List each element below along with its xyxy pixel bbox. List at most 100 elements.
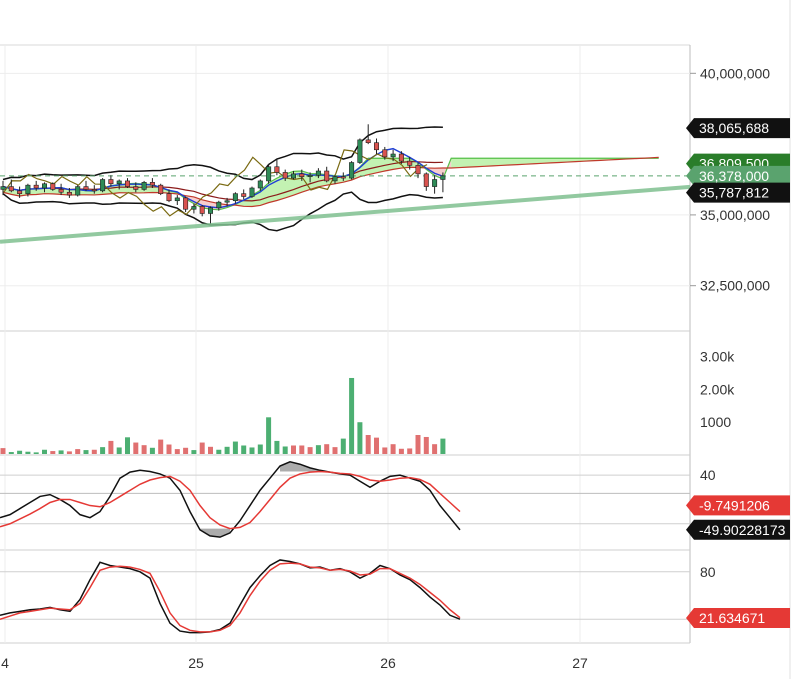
osc2-tag-bg xyxy=(686,607,790,628)
volume-bar xyxy=(199,442,205,454)
x-tick-label: 27 xyxy=(572,655,588,671)
osc2-tag-label: 21.634671 xyxy=(699,610,765,626)
candle-body xyxy=(274,166,280,173)
volume-bar xyxy=(407,448,413,454)
candle-body xyxy=(407,160,413,166)
candle-body xyxy=(66,191,72,196)
volume-bar xyxy=(108,440,114,454)
volume-bar xyxy=(133,442,139,454)
candles xyxy=(0,124,446,224)
axis-labels: 4 25 26 27 40,000,000 35,000,000 32,500,000 3.0… xyxy=(1,65,770,671)
candle-body xyxy=(324,170,330,182)
candle-body xyxy=(17,190,23,194)
price-tag-label: 36,378,000 xyxy=(699,168,769,184)
candle-body xyxy=(125,180,131,187)
candle-body xyxy=(282,172,288,179)
volume-bar xyxy=(390,444,396,454)
volume-bar xyxy=(332,447,338,454)
candle-body xyxy=(266,166,272,182)
candle-body xyxy=(382,149,388,158)
volume-bar xyxy=(149,447,155,454)
candle-body xyxy=(116,180,122,185)
volume-bar xyxy=(183,447,189,454)
volume-bar xyxy=(257,444,263,454)
osc1-tag-bg xyxy=(686,495,790,516)
osc2-signal-line xyxy=(0,562,461,633)
lagging-span xyxy=(3,149,428,217)
candle-body xyxy=(415,165,421,175)
volume-bar xyxy=(174,449,180,454)
candle-body xyxy=(224,200,230,203)
candle-body xyxy=(249,187,255,197)
volume-bar xyxy=(191,450,197,454)
volume-bar xyxy=(440,438,446,454)
price-tag-bg xyxy=(686,165,790,186)
volume-bar xyxy=(315,445,321,454)
osc1-tick-label: 40 xyxy=(700,467,716,483)
volume-bar xyxy=(324,444,330,454)
price-tag: 35,787,812 xyxy=(686,182,790,203)
candle-body xyxy=(307,174,313,177)
candle-body xyxy=(158,184,164,194)
volume-bar xyxy=(282,446,288,454)
volume-bar xyxy=(374,437,379,454)
candle-body xyxy=(166,193,172,202)
candle-body xyxy=(216,201,222,209)
volume-bar xyxy=(365,435,371,454)
price-tick-label: 35,000,000 xyxy=(700,207,770,223)
candle-body xyxy=(141,182,147,190)
candle-body xyxy=(183,197,189,210)
candle-body xyxy=(41,183,47,189)
price-tag: 36,378,000 xyxy=(686,165,790,186)
osc2-tag: 21.634671 xyxy=(686,607,790,628)
volume-bar xyxy=(0,448,6,454)
price-tick-label: 40,000,000 xyxy=(700,65,770,81)
candle-body xyxy=(149,182,155,186)
candle-body xyxy=(390,153,396,158)
volume-bar xyxy=(166,444,172,454)
volume-bar xyxy=(415,435,421,454)
osc1-main-line xyxy=(0,460,461,538)
candle-body xyxy=(199,206,205,214)
candle-body xyxy=(340,176,346,179)
volume-bar xyxy=(307,447,313,454)
volume-bar xyxy=(232,441,238,454)
candle-body xyxy=(8,186,14,192)
volume-bar xyxy=(158,439,164,454)
candle-body xyxy=(33,184,39,189)
price-tag-label: 35,787,812 xyxy=(699,185,769,201)
volume-bar xyxy=(266,417,272,454)
oscillator-2 xyxy=(0,559,461,634)
volume-bar xyxy=(241,445,247,454)
price-tag-bg xyxy=(686,182,790,203)
volume-bar xyxy=(357,422,363,454)
candle-body xyxy=(133,186,139,190)
candle-body xyxy=(241,193,247,197)
osc2-main-line xyxy=(0,559,461,634)
candle-body xyxy=(398,153,404,162)
candle-body xyxy=(232,193,238,202)
volume-bar xyxy=(249,447,255,454)
candle-body xyxy=(91,189,97,192)
volume-bar xyxy=(42,449,47,454)
candle-body xyxy=(0,186,6,190)
volume-tick-label: 2.00k xyxy=(700,381,735,397)
candle-body xyxy=(357,139,363,163)
candle-body xyxy=(440,175,446,180)
candle-body xyxy=(432,179,438,187)
candle-body xyxy=(50,183,56,190)
candle-body xyxy=(83,186,89,190)
osc1-tag-label: -9.7491206 xyxy=(699,497,770,513)
candle-body xyxy=(349,162,355,179)
osc1-signal-line xyxy=(0,470,461,530)
osc2-tick-label: 80 xyxy=(700,564,716,580)
volume-bar xyxy=(25,451,31,454)
candle-body xyxy=(174,197,180,202)
volume-bar xyxy=(83,450,89,454)
volume-tick-label: 1000 xyxy=(700,414,731,430)
volume-bar xyxy=(216,449,222,454)
candle-body xyxy=(208,207,214,214)
candle-body xyxy=(100,179,106,192)
